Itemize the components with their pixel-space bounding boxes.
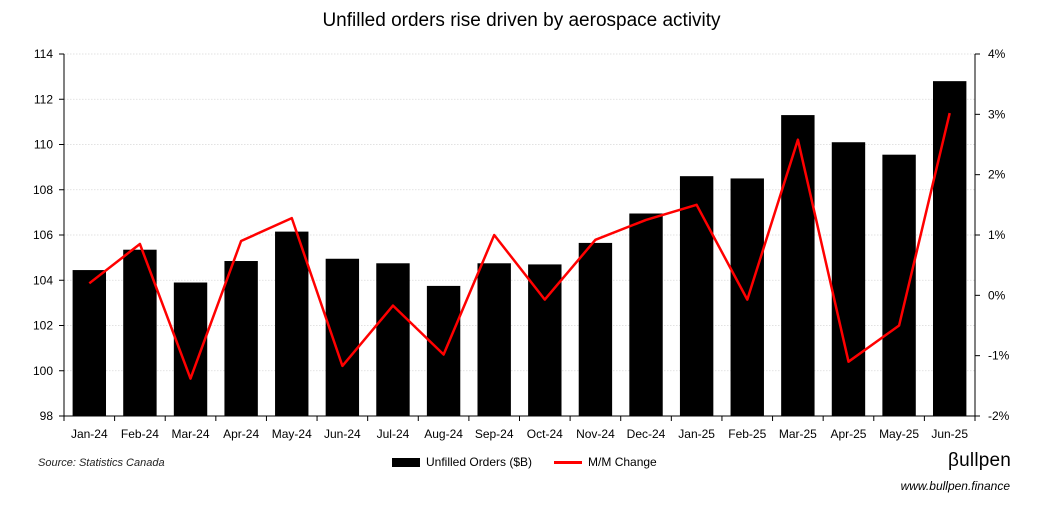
bar-jan-25 — [679, 176, 714, 416]
mm-change-line — [88, 112, 951, 380]
x-tick-label: May-25 — [879, 427, 919, 441]
y-right-tick-label: -1% — [988, 349, 1010, 363]
y-left-tick-label: 110 — [34, 138, 53, 152]
x-tick-label: Sep-24 — [475, 427, 514, 441]
legend-label-unfilled-orders: Unfilled Orders ($B) — [426, 455, 533, 469]
y-right-tick-label: -2% — [988, 409, 1010, 423]
y-left-tick-label: 104 — [33, 273, 53, 287]
bar-may-24 — [275, 231, 309, 416]
x-tick-label: Feb-25 — [728, 427, 766, 441]
legend-item-mm-change: M/M Change — [554, 455, 657, 469]
x-tick-label: Dec-24 — [627, 427, 666, 441]
x-tick-label: Jul-24 — [377, 427, 410, 441]
source-note: Source: Statistics Canada — [38, 457, 165, 469]
legend-item-unfilled-orders: Unfilled Orders ($B) — [392, 455, 532, 469]
x-tick-label: Nov-24 — [576, 427, 615, 441]
bar-apr-25 — [831, 142, 866, 417]
legend-line-swatch — [554, 460, 583, 464]
y-left-tick-label: 114 — [34, 47, 53, 61]
bar-aug-24 — [426, 285, 461, 416]
bar-sep-24 — [477, 263, 511, 416]
chart-title: Unfilled orders rise driven by aerospace… — [322, 10, 721, 31]
bar-oct-24 — [528, 264, 562, 416]
bar-nov-24 — [578, 242, 613, 416]
legend-label-mm-change: M/M Change — [588, 455, 657, 469]
y-left-tick-label: 108 — [33, 183, 53, 197]
x-tick-label: Apr-25 — [830, 427, 866, 441]
legend-bar-swatch — [392, 457, 420, 467]
brand-url: www.bullpen.finance — [900, 479, 1010, 493]
x-tick-label: Jan-25 — [678, 427, 715, 441]
bar-jun-25 — [932, 81, 967, 417]
y-left-tick-label: 98 — [40, 409, 54, 423]
y-left-tick-label: 112 — [34, 92, 53, 106]
y-left-tick-label: 106 — [33, 228, 53, 242]
y-right-tick-label: 4% — [988, 47, 1006, 61]
x-tick-label: Aug-24 — [424, 427, 463, 441]
x-tick-label: Mar-24 — [172, 427, 210, 441]
x-tick-label: Mar-25 — [779, 427, 817, 441]
x-tick-label: May-24 — [272, 427, 312, 441]
x-tick-label: Feb-24 — [121, 427, 159, 441]
x-tick-label: Jun-24 — [324, 427, 361, 441]
x-tick-label: Apr-24 — [223, 427, 259, 441]
y-right-tick-label: 1% — [988, 228, 1006, 242]
y-right-tick-label: 0% — [988, 288, 1006, 302]
y-left-tick-label: 102 — [33, 319, 53, 333]
x-tick-label: Oct-24 — [527, 427, 563, 441]
legend: Unfilled Orders ($B) M/M Change — [392, 455, 679, 469]
bar-jan-24 — [72, 270, 107, 416]
y-right-tick-label: 2% — [988, 168, 1006, 182]
bar-dec-24 — [629, 213, 663, 416]
bar-jul-24 — [376, 263, 410, 416]
bar-apr-24 — [224, 261, 258, 416]
bar-feb-24 — [123, 249, 157, 416]
brand-logo-text: βullpen — [948, 450, 1012, 471]
bar-mar-25 — [781, 115, 815, 417]
x-tick-label: Jan-24 — [71, 427, 108, 441]
y-left-tick-label: 100 — [33, 364, 53, 378]
x-tick-label: Jun-25 — [931, 427, 968, 441]
y-right-tick-label: 3% — [988, 107, 1006, 121]
bar-may-25 — [882, 154, 916, 416]
bar-jun-24 — [325, 258, 360, 416]
